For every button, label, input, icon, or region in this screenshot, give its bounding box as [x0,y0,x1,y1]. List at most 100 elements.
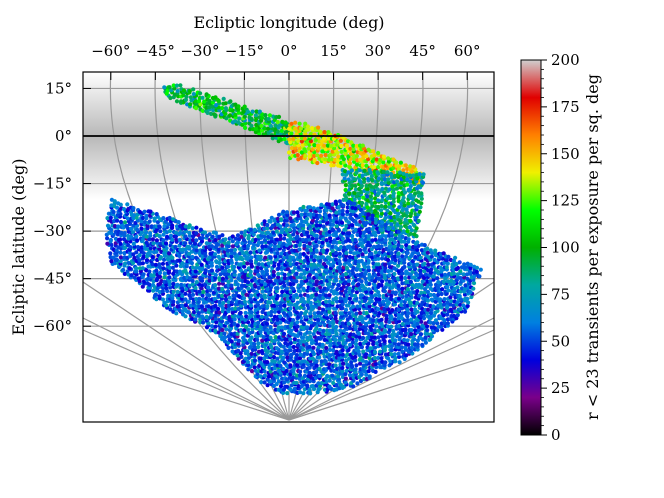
transient-point [213,95,218,100]
transient-point [229,248,234,253]
transient-point [268,335,273,340]
transient-point [401,174,406,180]
transient-point [353,358,358,363]
transient-point [366,314,371,319]
transient-point [465,272,470,277]
transient-point [386,300,391,305]
transient-point [282,360,287,365]
transient-point [412,262,417,267]
transient-point [316,125,321,130]
transient-point [167,85,172,90]
transient-point [302,275,307,281]
transient-point [272,359,277,364]
transient-point [206,264,211,269]
transient-point [169,88,174,93]
transient-point [352,190,357,196]
transient-point [428,332,434,337]
transient-point [468,266,473,271]
transient-point [334,299,340,304]
transient-point [165,257,170,262]
transient-point [425,328,430,333]
transient-point [190,254,195,260]
transient-point [317,240,322,245]
meridian-gridline [288,317,494,421]
transient-point [333,257,339,262]
transient-point [214,310,219,315]
transient-point [357,168,362,173]
transient-point [396,242,401,248]
transient-point [141,237,146,242]
transient-point [190,237,196,243]
transient-point [162,271,167,276]
transient-point [396,286,401,291]
transient-point [455,300,460,305]
transient-point [396,191,401,196]
transient-point [275,306,280,311]
transient-point [405,314,410,319]
transient-point [301,223,306,228]
transient-point [150,237,155,242]
transient-point [139,245,144,250]
transient-point [259,294,264,299]
transient-point [374,365,379,370]
transient-point [365,189,370,195]
transient-point [275,120,280,125]
transient-point [227,295,232,300]
transient-point [439,272,444,277]
transient-point [281,311,287,316]
transient-point [262,304,267,309]
transient-point [343,325,348,330]
transient-point [347,255,353,260]
transient-point [428,270,434,275]
transient-point [209,312,214,317]
transient-point [314,359,319,364]
transient-point [210,104,215,109]
transient-point [118,259,123,264]
transient-point [472,274,477,279]
transient-point [223,237,228,242]
transient-point [282,236,287,241]
transient-point [312,143,317,148]
transient-point [343,216,348,221]
transient-point [283,348,288,353]
transient-point [223,259,228,264]
transient-point [305,351,310,356]
transient-point [302,300,307,305]
transient-point [364,163,369,168]
transient-point [141,272,146,277]
transient-point [183,291,188,296]
transient-point [346,154,351,159]
transient-point [347,258,352,263]
transient-point [380,197,385,202]
transient-point [185,102,190,107]
transient-point [352,321,357,326]
transient-point [252,358,258,363]
transient-point [170,302,176,307]
transient-point [116,224,121,229]
transient-point [201,297,206,302]
transient-point [149,224,154,229]
transient-point [317,301,322,307]
transient-point [366,212,371,217]
transient-point [109,230,114,236]
transient-point [148,209,153,214]
transient-point [351,384,356,389]
transient-point [274,346,279,351]
transient-point [357,334,362,340]
transient-point [350,340,355,345]
transient-point [168,233,174,238]
transient-point [435,269,440,274]
transient-point [393,290,398,295]
transient-point [174,237,179,242]
transient-point [193,285,198,291]
transient-point [293,126,298,131]
transient-point [252,365,257,370]
transient-point [393,338,398,343]
transient-point [373,293,378,298]
transient-point [304,314,309,319]
transient-point [167,275,172,280]
transient-point [243,269,248,274]
transient-point [376,262,381,267]
transient-point [158,229,163,234]
transient-point [359,258,364,264]
